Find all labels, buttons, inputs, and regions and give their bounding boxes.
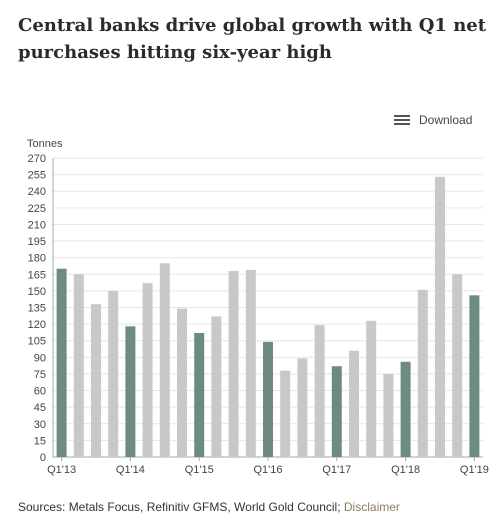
y-tick-label: 60	[34, 386, 46, 398]
y-tick-label: 225	[28, 203, 46, 215]
y-tick-label: 45	[34, 402, 46, 414]
y-tick-label: 75	[34, 369, 46, 381]
menu-icon	[394, 114, 410, 126]
y-tick-label: 195	[28, 236, 46, 248]
bar	[73, 274, 84, 457]
disclaimer-link[interactable]: Disclaimer	[343, 500, 400, 514]
x-tick-label: Q1'13	[47, 464, 76, 476]
bar	[349, 350, 359, 457]
sources-note: Sources: Metals Focus, Refinitiv GFMS, W…	[18, 500, 400, 514]
bar	[142, 283, 153, 457]
y-tick-label: 255	[28, 170, 46, 182]
bar	[417, 289, 428, 457]
bar	[159, 263, 170, 457]
bar	[366, 320, 377, 457]
x-tick-label: Q1'18	[391, 464, 420, 476]
x-tick-label: Q1'14	[116, 464, 145, 476]
y-axis-label: Tonnes	[27, 138, 63, 150]
download-button[interactable]: Download	[394, 111, 472, 129]
bar	[91, 304, 101, 457]
bar	[314, 325, 325, 457]
x-tick-label: Q1'17	[322, 464, 351, 476]
y-tick-label: 30	[34, 419, 46, 431]
bar	[383, 373, 394, 457]
bar	[469, 295, 480, 457]
y-tick-label: 150	[28, 286, 46, 298]
bar	[245, 269, 256, 457]
y-tick-label: 180	[28, 253, 46, 265]
bar	[280, 370, 291, 457]
y-tick-label: 240	[28, 186, 46, 198]
x-tick-label: Q1'15	[185, 464, 214, 476]
bar	[194, 332, 205, 457]
y-tick-label: 0	[40, 452, 46, 464]
y-tick-label: 90	[34, 352, 46, 364]
bar	[400, 361, 411, 457]
y-tick-label: 210	[28, 219, 46, 231]
y-tick-label: 135	[28, 303, 46, 315]
bar	[297, 358, 308, 457]
bar	[452, 274, 463, 457]
y-tick-label: 120	[28, 319, 46, 331]
chart-title: Central banks drive global growth with Q…	[18, 15, 487, 63]
bar	[435, 176, 445, 457]
y-tick-label: 105	[28, 336, 46, 348]
bar	[228, 270, 239, 457]
y-tick-label: 270	[28, 153, 46, 165]
bar	[125, 326, 136, 457]
bar-chart: Tonnes 0 15 30 45 60 75 90 105 120 135 150 165 180 195…	[27, 138, 489, 476]
download-label: Download	[419, 113, 473, 127]
bar	[211, 316, 222, 457]
bar	[177, 308, 187, 457]
bar	[56, 268, 67, 457]
sources-text: Sources: Metals Focus, Refinitiv GFMS, W…	[18, 500, 341, 514]
y-tick-label: 165	[28, 269, 46, 281]
bar	[263, 341, 273, 457]
bar	[331, 366, 342, 457]
y-tick-label: 15	[34, 435, 46, 447]
x-tick-label: Q1'16	[253, 464, 282, 476]
bar	[108, 290, 119, 457]
x-tick-label: Q1'19	[460, 464, 489, 476]
